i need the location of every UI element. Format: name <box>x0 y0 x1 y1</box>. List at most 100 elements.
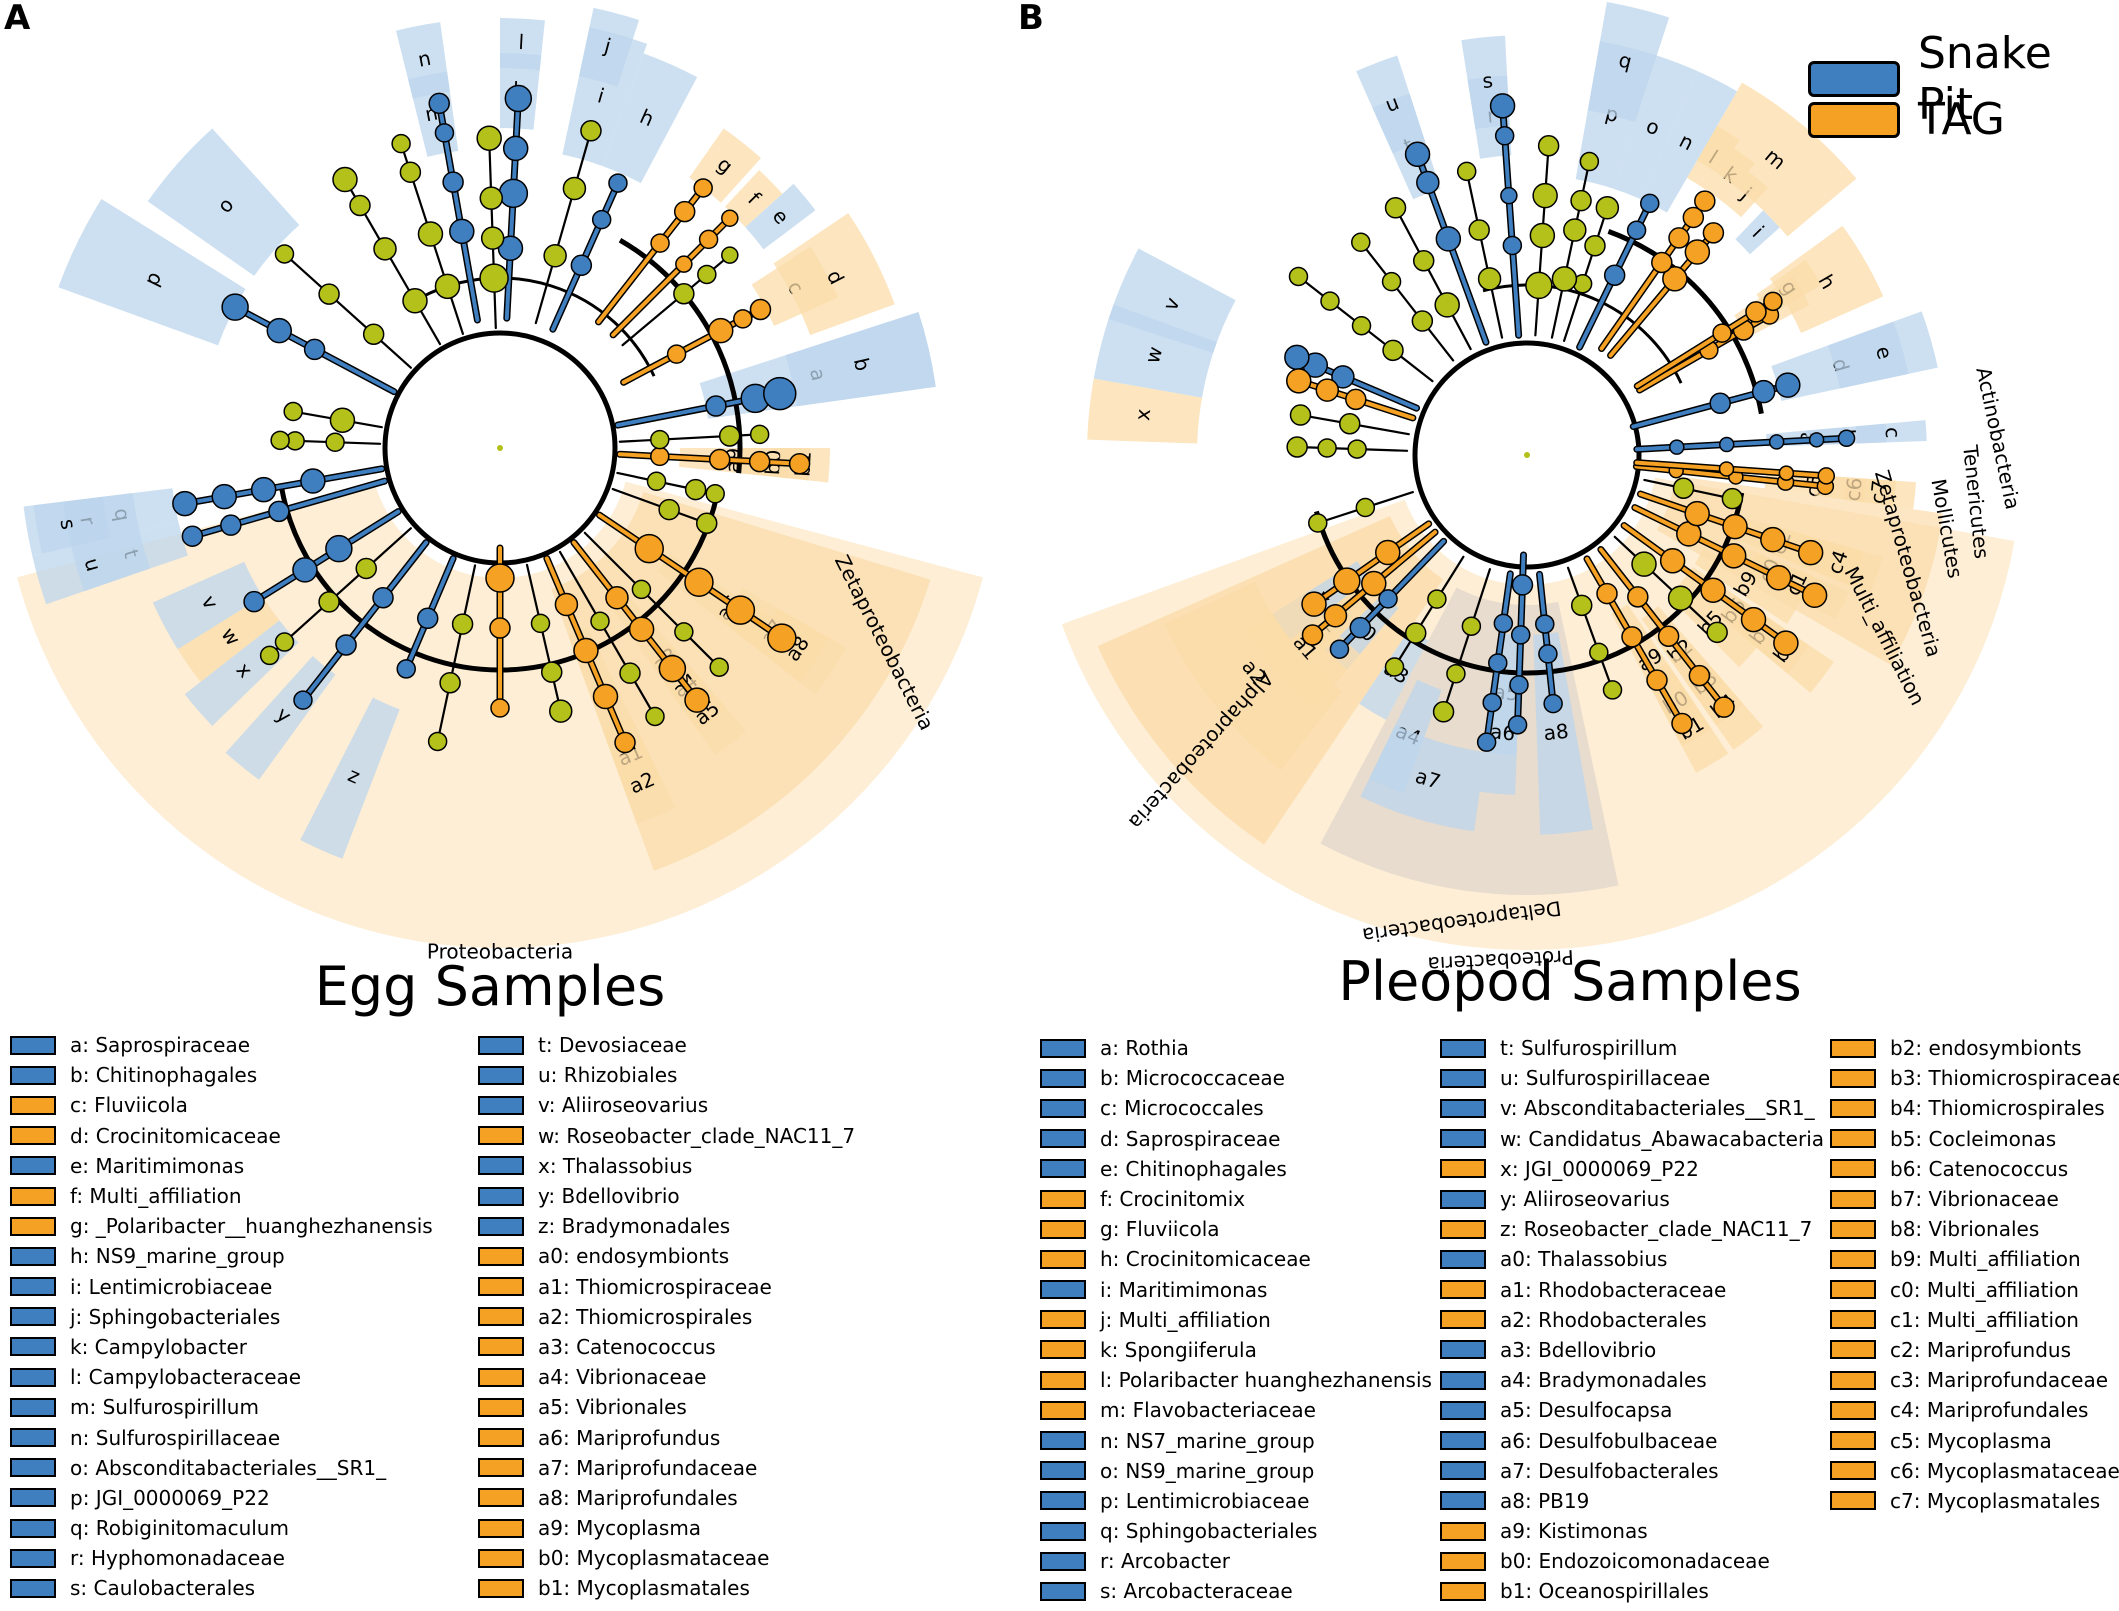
legend-item: b3: Thiomicrospiraceae <box>1830 1063 2119 1093</box>
legend-item: w: Candidatus_Abawacabacteria <box>1440 1124 1824 1154</box>
clade-node <box>1378 589 1398 609</box>
clade-node <box>1488 653 1508 673</box>
clade-node <box>1595 195 1620 220</box>
clade-node <box>274 244 295 264</box>
clade-node <box>709 657 729 677</box>
snake-pit-swatch <box>478 1035 524 1055</box>
snake-pit-swatch <box>1440 1098 1486 1118</box>
highlight-sector <box>177 596 280 682</box>
tag-swatch <box>1830 1189 1876 1209</box>
legend-label: t: Sulfurospirillum <box>1500 1036 1678 1061</box>
clade-node <box>1384 657 1405 677</box>
clade-node <box>1538 644 1558 664</box>
legend-item: y: Bdellovibrio <box>478 1181 855 1211</box>
legend-label: s: Arcobacteraceae <box>1100 1579 1293 1604</box>
key-tag: TAG <box>1808 94 2005 145</box>
clade-node <box>335 634 357 656</box>
tag-swatch <box>478 1578 524 1598</box>
clade-node <box>1286 436 1308 458</box>
clade-node <box>1434 292 1460 318</box>
legend-item: x: JGI_0000069_P22 <box>1440 1154 1824 1184</box>
legend-label: b1: Oceanospirillales <box>1500 1579 1709 1604</box>
clade-node <box>1684 500 1710 527</box>
clade-node <box>1315 378 1340 402</box>
tag-swatch <box>1830 1038 1876 1058</box>
clade-node <box>449 218 475 245</box>
legend-item: l: Polaribacter huanghezhanensis <box>1040 1365 1432 1395</box>
legend-item: c3: Mariprofundaceae <box>1830 1365 2119 1395</box>
legend-item: d: Crocinitomicaceae <box>10 1121 433 1151</box>
clade-node <box>733 309 753 329</box>
legend-label: b7: Vibrionaceae <box>1890 1187 2059 1212</box>
tag-swatch <box>1830 1249 1876 1269</box>
clade-node <box>479 263 509 293</box>
legend-item: c7: Mycoplasmatales <box>1830 1486 2119 1516</box>
clade-node <box>721 246 739 264</box>
legend-item: o: NS9_marine_group <box>1040 1456 1432 1486</box>
clade-node <box>1333 567 1361 595</box>
legend-label: b: Micrococcaceae <box>1100 1066 1285 1091</box>
highlight-sector <box>1855 420 1927 444</box>
clade-node <box>1510 625 1531 645</box>
clade-node <box>259 645 280 666</box>
tag-swatch <box>1440 1521 1486 1541</box>
clade-node <box>580 120 602 142</box>
legend-label: f: Crocinitomix <box>1100 1187 1246 1212</box>
highlight-sector <box>395 22 450 99</box>
legend-item: a9: Kistimonas <box>1440 1516 1824 1546</box>
tag-swatch <box>1830 1310 1876 1330</box>
clade-node <box>1477 267 1502 291</box>
branch-line <box>268 527 412 657</box>
legend-label: g: Fluviicola <box>1100 1217 1220 1242</box>
tag-swatch <box>1830 1159 1876 1179</box>
clade-node <box>1411 310 1434 332</box>
clade-node <box>172 490 198 517</box>
tag-swatch <box>1830 1370 1876 1390</box>
clade-node <box>1721 487 1744 510</box>
branch-line <box>283 252 412 369</box>
clade-node <box>646 471 667 492</box>
highlight-sector <box>612 744 676 824</box>
snake-pit-swatch <box>10 1397 56 1417</box>
legend-label: w: Roseobacter_clade_NAC11_7 <box>538 1123 856 1148</box>
sector-label: c7 <box>1865 479 1891 505</box>
legend-label: r: Arcobacter <box>1100 1549 1230 1574</box>
clade-node <box>266 317 293 344</box>
legend-item: b0: Endozoicomonadaceae <box>1440 1546 1824 1576</box>
legend-item: k: Campylobacter <box>10 1332 433 1362</box>
clade-node <box>543 243 567 268</box>
legend-item: g: _Polaribacter__huanghezhanensis <box>10 1211 433 1241</box>
legend-item: z: Roseobacter_clade_NAC11_7 <box>1440 1214 1824 1244</box>
tag-swatch <box>1040 1370 1086 1390</box>
legend-label: a: Saprospiraceae <box>70 1033 251 1058</box>
legend-label: w: Candidatus_Abawacabacteria <box>1500 1126 1825 1151</box>
clade-node <box>391 133 411 154</box>
clade-node <box>221 293 249 321</box>
legend-label: a6: Mariprofundus <box>538 1425 721 1450</box>
snake-pit-swatch <box>1440 1461 1486 1481</box>
tag-swatch <box>10 1186 56 1206</box>
clade-node <box>485 563 515 593</box>
clade-node <box>1349 616 1372 639</box>
branch-line <box>1393 555 1465 669</box>
clade-node <box>396 659 416 679</box>
legend-item: k: Spongiiferula <box>1040 1335 1432 1365</box>
legend-label: b2: endosymbionts <box>1890 1036 2082 1061</box>
clade-node <box>1763 291 1783 312</box>
clade-node <box>1712 323 1732 343</box>
legend-item: a2: Rhodobacterales <box>1440 1305 1824 1335</box>
snake-pit-swatch <box>1040 1038 1086 1058</box>
egg-legend-column-1: a: Saprospiraceae b: Chitinophagales c: Fl… <box>10 1030 433 1604</box>
clade-node <box>1323 603 1348 628</box>
tag-swatch <box>1440 1551 1486 1571</box>
legend-item: e: Chitinophagales <box>1040 1154 1432 1184</box>
tag-swatch <box>1440 1310 1486 1330</box>
panel-a-title: Egg Samples <box>314 955 666 1018</box>
legend-item: c: Fluviicola <box>10 1090 433 1120</box>
clade-node <box>490 698 510 718</box>
clade-node <box>1817 467 1836 485</box>
clade-node <box>1765 564 1792 591</box>
clade-node <box>1338 412 1361 435</box>
tag-swatch <box>1040 1310 1086 1330</box>
highlight-sector <box>1735 210 1780 255</box>
